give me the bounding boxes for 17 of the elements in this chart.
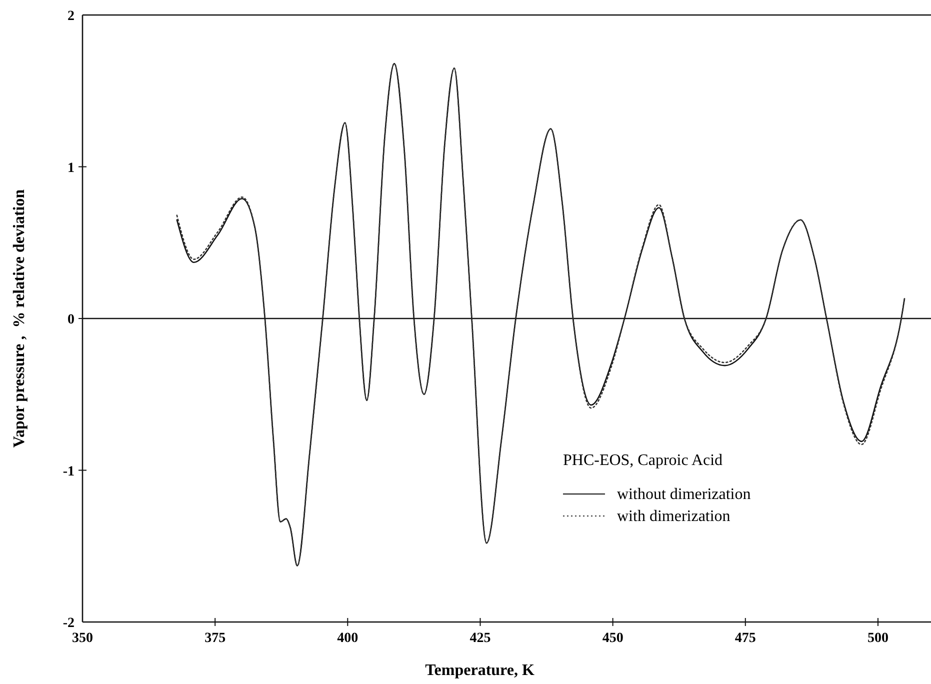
y-tick-label: -2 (62, 616, 74, 631)
x-tick-label: 450 (602, 631, 624, 646)
x-tick-label: 400 (337, 631, 358, 646)
x-tick-label: 375 (204, 631, 226, 646)
y-tick-label: -1 (62, 464, 74, 480)
legend-label: without dimerization (617, 486, 751, 503)
legend-label: with dimerization (617, 508, 730, 525)
x-axis-title: Temperature, K (425, 662, 535, 679)
x-tick-label: 350 (72, 631, 93, 646)
y-tick-label: 1 (68, 160, 74, 176)
y-axis-title: Vapor pressure , % relative deviation (11, 189, 28, 448)
legend-title: PHC-EOS, Caproic Acid (563, 452, 723, 469)
x-tick-label: 425 (470, 631, 491, 646)
y-tick-label: 2 (68, 9, 74, 24)
x-tick-label: 500 (867, 631, 888, 646)
y-tick-label: 0 (68, 312, 74, 328)
x-tick-label: 475 (734, 631, 756, 646)
